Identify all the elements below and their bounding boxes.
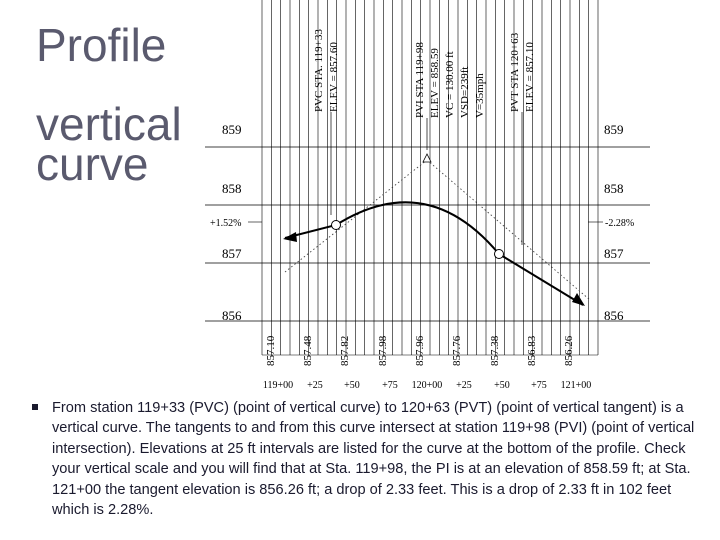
curve-elevation-label: 857.10 xyxy=(265,335,277,366)
title-profile: Profile xyxy=(36,19,167,71)
curve-elevation-label: 857.38 xyxy=(489,335,501,366)
elev-label-right-859: 859 xyxy=(604,122,624,137)
station-tick-labels: 119+00 +25 +50 +75 120+00 +25 +50 +75 121+00 xyxy=(263,380,591,391)
elev-label-left-856: 856 xyxy=(222,308,242,323)
curve-elevation-label: 857.82 xyxy=(339,336,351,366)
elev-label-right-856: 856 xyxy=(604,308,624,323)
tangent-out xyxy=(426,159,591,301)
station-tick-label: 121+00 xyxy=(561,380,592,391)
station-tick-label: 120+00 xyxy=(412,380,443,391)
pvc-station-text: PVC STA. 119+33 xyxy=(313,29,325,112)
vertical-curve-line xyxy=(284,201,584,306)
curve-elevation-label: 857.76 xyxy=(451,335,463,366)
pvi-vsd-text: VSD=239ft xyxy=(459,67,471,118)
curve-elevation-label: 857.96 xyxy=(414,335,426,366)
station-tick-label: +75 xyxy=(382,380,398,391)
station-tick-label: +50 xyxy=(494,380,510,391)
elev-label-right-857: 857 xyxy=(604,246,624,261)
curve-elevation-label: 856.83 xyxy=(526,335,538,366)
title-curve: curve xyxy=(36,138,149,190)
elevation-grid: 859 859 858 858 857 857 856 856 xyxy=(205,122,650,323)
pvt-marker xyxy=(494,249,504,259)
curve-end-arrow xyxy=(572,293,585,306)
pvc-marker xyxy=(331,220,341,230)
station-tick-label: 119+00 xyxy=(263,380,293,391)
grid-lines xyxy=(261,0,599,356)
curve-elevation-label: 857.48 xyxy=(302,335,314,366)
grade-right-label: -2.28% xyxy=(605,218,634,229)
curve-elevation-label: 857.98 xyxy=(377,335,389,366)
station-tick-label: +25 xyxy=(307,380,323,391)
pvt-station-text: PVT STA 120+63 xyxy=(509,32,521,112)
elev-label-left-858: 858 xyxy=(222,181,242,196)
description-paragraph: From station 119+33 (PVC) (point of vert… xyxy=(52,400,695,519)
grade-left-label: +1.52% xyxy=(210,218,241,229)
elev-label-left-857: 857 xyxy=(222,246,242,261)
title-vertical-curve: vertical curve xyxy=(36,101,182,187)
elev-label-left-859: 859 xyxy=(222,122,242,137)
pvc-elev-text: ELEV = 857.60 xyxy=(328,42,340,112)
tangent-in xyxy=(284,159,428,273)
station-tick-label: +50 xyxy=(344,380,360,391)
curve-start-arrow xyxy=(283,232,297,242)
curve-elevation-label: 856.26 xyxy=(563,335,575,366)
station-tick-label: +75 xyxy=(531,380,547,391)
station-tick-label: +25 xyxy=(456,380,472,391)
elev-label-right-858: 858 xyxy=(604,181,624,196)
curve-elevation-labels: 857.10 857.48 857.82 857.98 857.96 857.76 857.… xyxy=(265,335,575,366)
title-vertical: vertical xyxy=(36,98,182,150)
pvi-vc-text: VC = 130.00 ft xyxy=(444,51,456,118)
pvi-elev-text: ELEV = 858.59 xyxy=(429,48,441,118)
pvi-marker xyxy=(422,153,432,163)
profile-diagram: 859 859 858 858 857 857 856 856 +1.52% -… xyxy=(205,0,650,391)
bullet-marker xyxy=(32,404,38,410)
pvi-station-text: PVI STA 119+98 xyxy=(414,42,426,118)
pvt-elev-text: ELEV = 857.10 xyxy=(524,42,536,112)
pvi-speed-text: V=35mph xyxy=(474,73,486,118)
